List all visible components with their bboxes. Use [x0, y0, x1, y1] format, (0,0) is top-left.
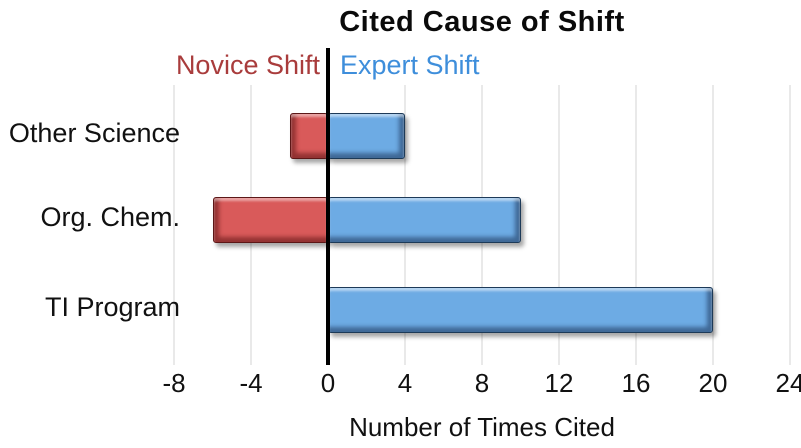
- x-tick-label: 0: [320, 368, 336, 398]
- x-tick-label: 24: [775, 368, 801, 398]
- x-tick-label: 12: [544, 368, 574, 398]
- category-label: Org. Chem.: [40, 202, 180, 232]
- gridline: [789, 85, 791, 365]
- legend-novice-shift: Novice Shift: [175, 50, 320, 80]
- gridline: [173, 85, 175, 365]
- bar-novice-org-chem-: [212, 197, 328, 243]
- chart-title: Cited Cause of Shift: [339, 6, 625, 38]
- x-axis-label: Number of Times Cited: [349, 412, 615, 442]
- x-tick-label: -4: [239, 368, 263, 398]
- category-label: TI Program: [44, 292, 180, 322]
- bar-expert-org-chem-: [328, 197, 521, 243]
- legend-expert-shift: Expert Shift: [340, 50, 480, 80]
- x-tick-label: 4: [397, 368, 413, 398]
- bar-novice-other-science: [289, 113, 328, 159]
- category-label: Other Science: [8, 118, 180, 148]
- x-tick-label: 16: [621, 368, 651, 398]
- gridline: [635, 85, 637, 365]
- gridline: [712, 85, 714, 365]
- bar-expert-ti-program: [328, 287, 713, 333]
- gridline: [558, 85, 560, 365]
- bar-expert-other-science: [328, 113, 405, 159]
- x-tick-label: 8: [474, 368, 490, 398]
- x-tick-label: 20: [698, 368, 728, 398]
- x-tick-label: -8: [162, 368, 186, 398]
- zero-axis-line: [326, 48, 330, 365]
